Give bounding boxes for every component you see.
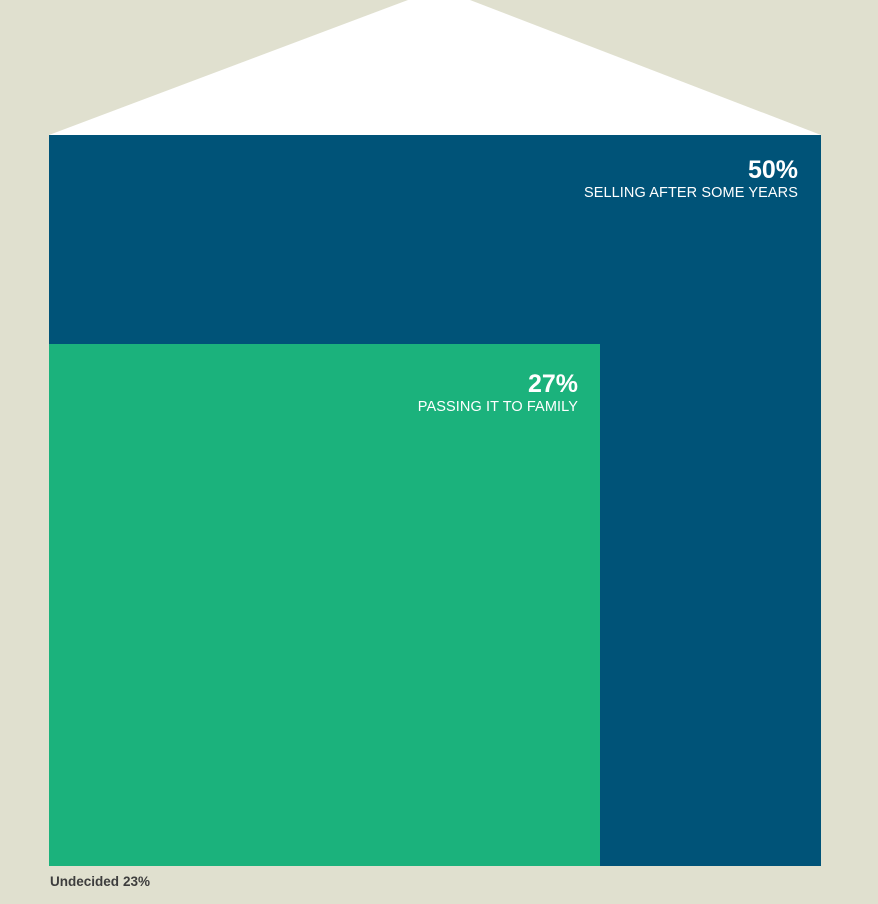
undecided-name: Undecided	[50, 874, 120, 889]
family-area	[49, 344, 600, 866]
selling-category-label: SELLING AFTER SOME YEARS	[583, 185, 798, 201]
selling-label: 50% SELLING AFTER SOME YEARS	[584, 156, 798, 202]
undecided-value: 23%	[123, 874, 151, 889]
selling-value-label: 50%	[747, 156, 798, 184]
family-label: 27% PASSING IT TO FAMILY	[418, 370, 578, 416]
undecided-footnote: Undecided 23%	[50, 874, 150, 889]
family-category-label: PASSING IT TO FAMILY	[417, 399, 578, 415]
family-value-label: 27%	[527, 370, 578, 398]
house-roof	[49, 0, 821, 135]
